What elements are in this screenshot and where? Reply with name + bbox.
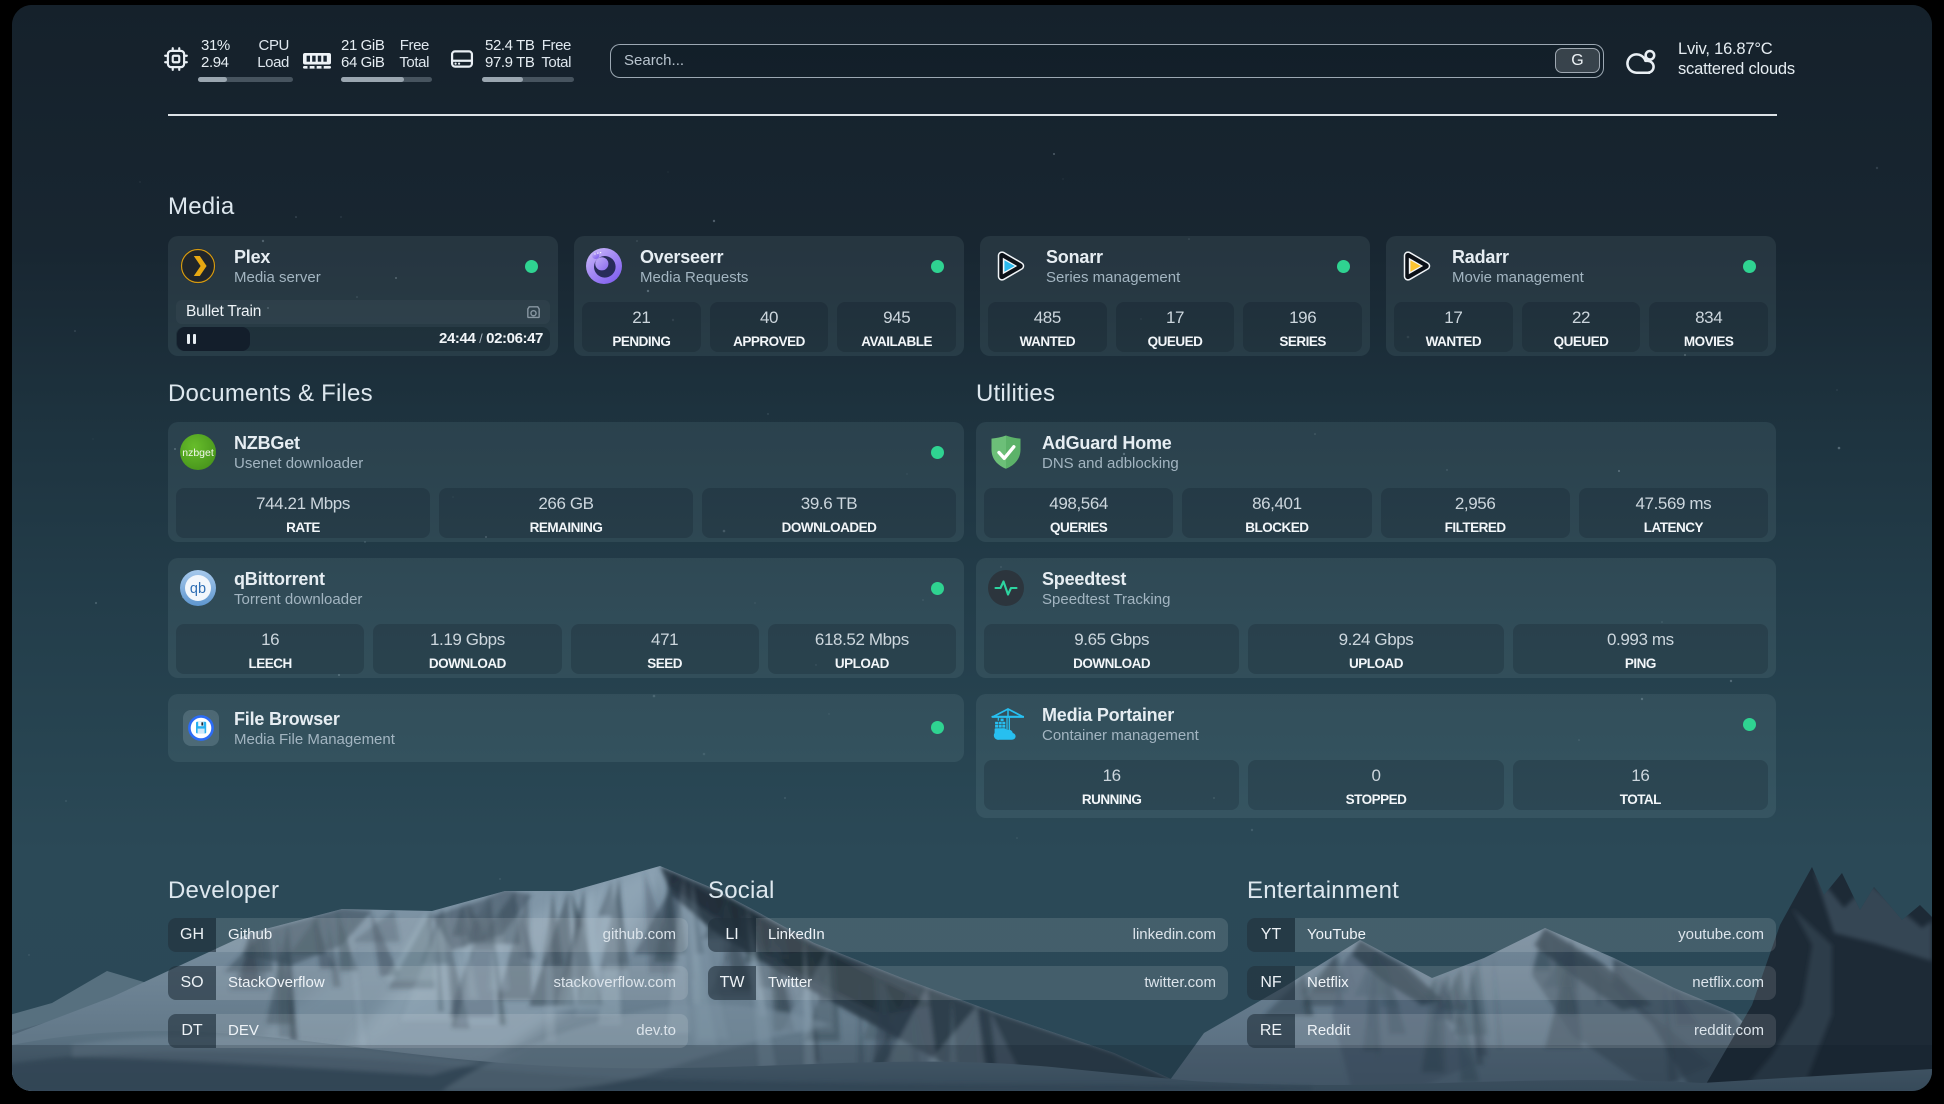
svg-text:nzbget: nzbget [182,447,214,459]
svg-text:qb: qb [190,581,206,597]
